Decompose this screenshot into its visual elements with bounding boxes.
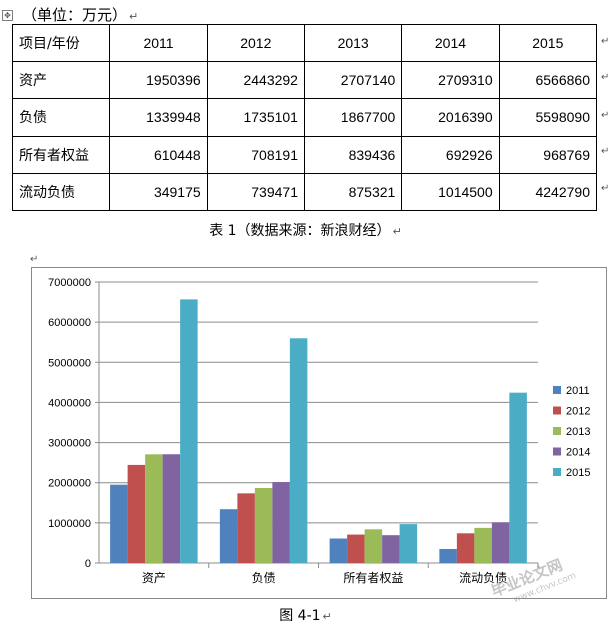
bar xyxy=(491,522,510,563)
bar xyxy=(456,533,475,563)
bar xyxy=(364,529,383,563)
bar xyxy=(329,538,348,563)
table-cell: 6566860 xyxy=(498,61,598,100)
y-tick-label: 4000000 xyxy=(48,397,91,409)
bar-chart: 0 1000000 2000000 3000000 4000000 5000000 6000… xyxy=(48,277,590,585)
table-row: 负债 1339948 1735101 1867700 2016390 55980… xyxy=(11,98,598,137)
y-tick-label: 3000000 xyxy=(48,438,91,450)
table-cell: 2707140 xyxy=(303,61,403,100)
table-header-cell: 2012 xyxy=(206,23,305,63)
x-tick-label: 流动负债 xyxy=(459,571,507,585)
table-header-cell: 项目/年份 xyxy=(11,23,111,63)
y-tick-label: 1000000 xyxy=(48,518,91,530)
bar xyxy=(399,524,418,563)
row-end-mark: ↵ xyxy=(601,72,610,83)
row-end-mark: ↵ xyxy=(601,183,610,194)
legend-label: 2015 xyxy=(566,467,590,479)
table-cell: 610448 xyxy=(109,135,208,174)
table-row: 流动负债 349175 739471 875321 1014500 424279… xyxy=(11,172,598,212)
table-cell: 875321 xyxy=(303,172,403,212)
paragraph-mark: ↵ xyxy=(30,254,39,265)
table-header-row: 项目/年份 2011 2012 2013 2014 2015 xyxy=(11,23,598,63)
table-row: 资产 1950396 2443292 2707140 2709310 65668… xyxy=(11,61,598,100)
bar xyxy=(347,534,365,563)
bar xyxy=(272,482,290,563)
legend-label: 2013 xyxy=(566,426,590,438)
table-move-handle-icon[interactable]: ✥ xyxy=(2,10,13,21)
legend-swatch xyxy=(553,468,561,476)
table-header-cell: 2013 xyxy=(303,23,403,63)
table-cell: 1950396 xyxy=(109,61,208,100)
legend-label: 2014 xyxy=(566,447,590,459)
unit-label: （单位：万元） ↵ xyxy=(22,6,139,24)
table-cell: 流动负债 xyxy=(11,172,111,212)
x-tick-label: 负债 xyxy=(252,571,276,585)
table-cell: 839436 xyxy=(303,135,403,174)
y-tick-label: 7000000 xyxy=(48,277,91,289)
table-cell: 708191 xyxy=(206,135,305,174)
row-end-mark: ↵ xyxy=(601,146,610,157)
table-cell: 负债 xyxy=(11,98,111,137)
table-cell: 692926 xyxy=(401,135,500,174)
bar xyxy=(219,509,238,563)
table-cell: 1014500 xyxy=(401,172,500,212)
bar xyxy=(237,493,255,563)
bar xyxy=(289,338,308,563)
y-tick-label: 5000000 xyxy=(48,357,91,369)
table-header-cell: 2011 xyxy=(109,23,208,63)
legend-label: 2011 xyxy=(566,385,590,397)
row-end-mark: ↵ xyxy=(601,110,610,121)
legend-swatch xyxy=(553,427,561,435)
bar xyxy=(162,454,181,563)
table-cell: 968769 xyxy=(498,135,598,174)
figure-caption: 图 4-1 ↵ xyxy=(279,608,332,624)
table-header-cell: 2014 xyxy=(401,23,500,63)
bar xyxy=(127,464,146,563)
table-cell: 所有者权益 xyxy=(11,135,111,174)
bar xyxy=(509,392,527,563)
table-cell: 2443292 xyxy=(206,61,305,100)
legend-swatch xyxy=(553,447,561,456)
bar xyxy=(110,484,128,563)
bar xyxy=(180,299,198,563)
data-table: 项目/年份 2011 2012 2013 2014 2015 资产 195039… xyxy=(11,23,598,212)
chart-frame[interactable]: 0 1000000 2000000 3000000 4000000 5000000 6000… xyxy=(31,267,607,599)
table-caption: 表 1（数据来源：新浪财经） ↵ xyxy=(209,223,402,239)
table-cell: 1735101 xyxy=(206,98,305,137)
table-cell: 349175 xyxy=(109,172,208,212)
bar xyxy=(254,488,273,563)
table-cell: 1339948 xyxy=(109,98,208,137)
table-cell: 739471 xyxy=(206,172,305,212)
y-tick-label: 2000000 xyxy=(48,478,91,490)
table-cell: 资产 xyxy=(11,61,111,100)
table-cell: 2709310 xyxy=(401,61,500,100)
table-cell: 4242790 xyxy=(498,172,598,212)
bar xyxy=(474,527,492,563)
legend-label: 2012 xyxy=(566,406,590,418)
table-header-cell: 2015 xyxy=(498,23,598,63)
bar xyxy=(439,548,457,563)
table-cell: 1867700 xyxy=(303,98,403,137)
y-tick-label: 6000000 xyxy=(48,317,91,329)
table-row: 所有者权益 610448 708191 839436 692926 968769 xyxy=(11,135,598,174)
x-tick-label: 所有者权益 xyxy=(343,571,403,585)
bar xyxy=(382,535,400,563)
legend-swatch xyxy=(553,406,561,415)
table-cell: 2016390 xyxy=(401,98,500,137)
x-tick-label: 资产 xyxy=(142,571,166,585)
row-end-mark: ↵ xyxy=(601,36,610,47)
bar xyxy=(145,454,163,563)
y-tick-label: 0 xyxy=(85,558,91,570)
legend-swatch xyxy=(553,386,561,394)
table-cell: 5598090 xyxy=(498,98,598,137)
